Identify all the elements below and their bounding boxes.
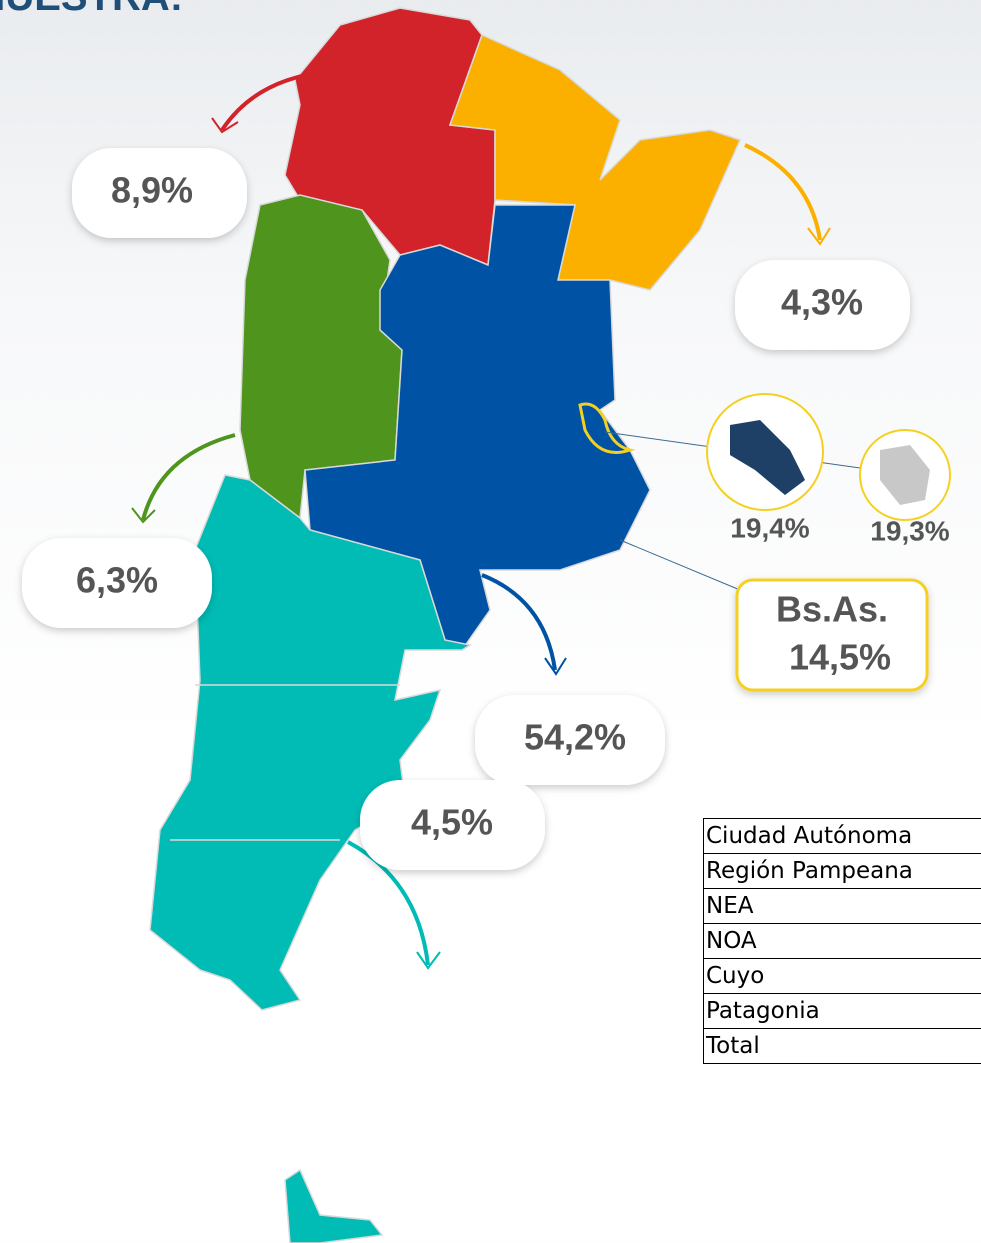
table-cell: NEA [703,888,981,924]
arrow [220,70,326,132]
table-row: Cuyo [703,958,981,994]
table-cell: Región Pampeana [703,853,981,889]
inset-gba-shape [730,420,805,495]
arrow [347,840,430,966]
regions [149,7,742,1243]
region-table: Ciudad Autónoma Región Pampeana NEA NOA Cuyo… [703,818,981,1064]
inset-label: 19,3% [870,515,949,546]
table-cell: Ciudad Autónoma [703,818,981,854]
tierra-del-fuego [284,1168,384,1243]
table-row: Total [703,1028,981,1064]
callout-box [735,578,929,692]
table-cell: Total [703,1028,981,1064]
nea-region [448,33,742,291]
callout-label: 14,5% [789,637,891,678]
table-row: Patagonia [703,993,981,1029]
gba-outline [578,402,636,454]
table-row: Ciudad Autónoma [703,818,981,854]
arrow-head [544,657,567,676]
table-body: Ciudad Autónoma Región Pampeana NEA NOA Cuyo… [703,818,981,1064]
arrows [131,70,831,970]
callout-label: 54,2% [524,717,626,758]
table-row: NEA [703,888,981,924]
arrow-head [211,117,239,134]
arrow-head [131,507,156,524]
callout-label: 8,9% [111,170,193,211]
callout-box [72,148,247,238]
arrow [141,433,236,521]
callout-box [735,260,910,350]
table-cell: Patagonia [703,993,981,1029]
callout-box [360,780,545,870]
table-row: NOA [703,923,981,959]
inset-caba-shape [880,445,930,505]
leader [619,539,741,591]
callout-label: 6,3% [76,560,158,601]
callout-label: 4,5% [411,802,493,843]
callout-boxes [22,148,929,870]
callout-label: Bs.As. [776,589,888,630]
arrow [481,573,557,671]
title: MUESTRA: [0,0,183,19]
table-cell: NOA [703,923,981,959]
table-row: Región Pampeana [703,853,981,889]
callout-box [475,695,665,785]
callout-box [22,538,212,628]
inset-label: 19,4% [730,512,809,543]
callout-label: 4,3% [781,282,863,323]
arrow-head [807,227,831,246]
table-cell: Cuyo [703,958,981,994]
pampeana-region [304,204,651,651]
arrow [744,143,822,241]
arrow-head [416,951,441,970]
